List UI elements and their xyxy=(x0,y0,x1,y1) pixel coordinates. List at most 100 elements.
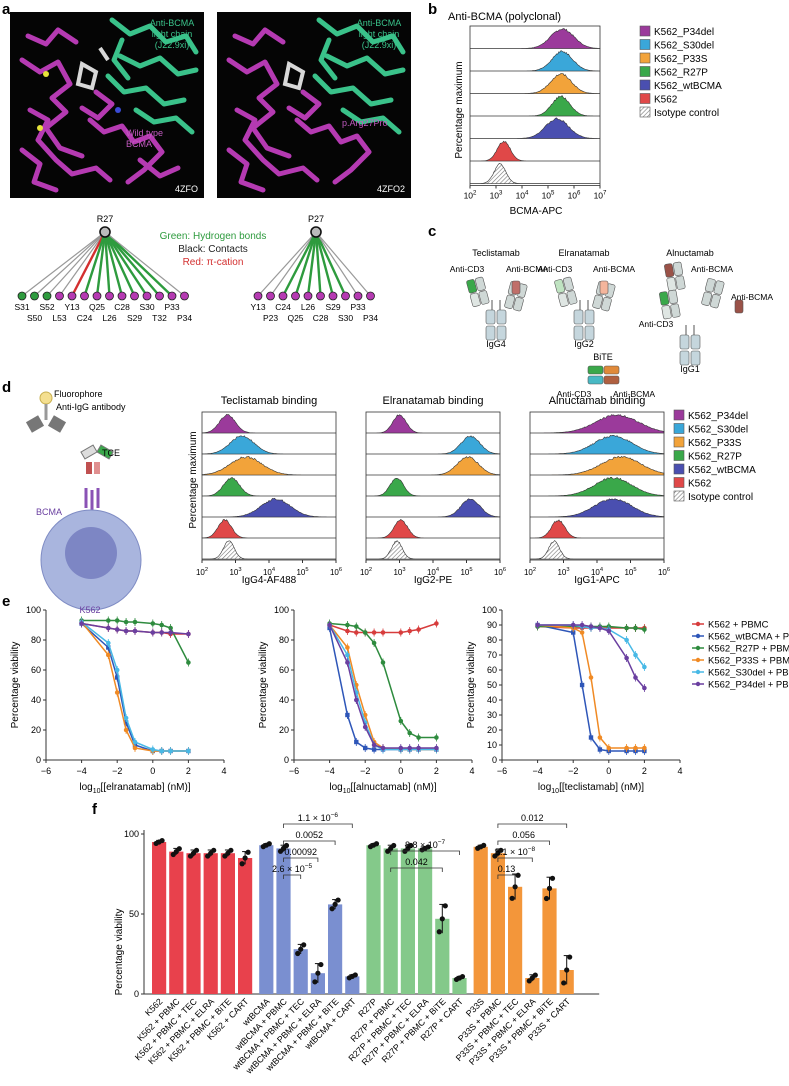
tce-binding-histograms: Teclistamab binding 102 103 104 105 106 IgG4-A… xyxy=(196,395,670,586)
data-point xyxy=(123,720,129,725)
x-tick-label: 105 xyxy=(624,567,636,577)
edge-Y13 xyxy=(257,231,317,297)
x-tick-label: −2 xyxy=(568,766,578,776)
panel-f-label: f xyxy=(92,801,98,818)
x-tick-label: 104 xyxy=(516,190,529,201)
legend-item: K562_P33S + PBMC xyxy=(708,656,789,667)
x-tick-label: 104 xyxy=(427,567,440,577)
domain xyxy=(504,294,516,309)
panel-d-ylabel: Percentage maximum xyxy=(188,431,199,528)
data-point xyxy=(642,745,647,751)
x-tick-label: 0 xyxy=(150,766,155,776)
edge-Q25 xyxy=(294,231,318,297)
residue-L26: L26 xyxy=(301,302,315,312)
bar-wtBCMA xyxy=(259,845,274,994)
pvalue-bracket-10-label: 0.13 xyxy=(498,864,516,874)
panel-d-legend: K562_P34del K562_S30del K562_P33S K562_R27P… xyxy=(673,409,756,503)
structure-left-chain-1: Anti-BCMA xyxy=(150,18,195,28)
histogram-K562_S30del xyxy=(201,435,336,455)
x-tick-label: −6 xyxy=(289,766,299,776)
y-axis-label: Percentage viability xyxy=(10,642,21,729)
data-point xyxy=(159,622,164,628)
dose-response-plot: 0 10 20 30 40 50 60 70 80 90 100 −6 −4 −2 0 2 4 log10[[te… xyxy=(466,605,683,795)
edge-S30 xyxy=(314,231,347,297)
histogram-K562_P34del xyxy=(201,414,336,434)
histogram-K562_R27P xyxy=(470,95,600,117)
curve-K562_P33S + PBMC xyxy=(81,621,189,752)
pvalue-bracket-9 xyxy=(497,857,533,862)
bar-K562 + CART xyxy=(238,858,253,994)
x-tick-label: −2 xyxy=(360,766,370,776)
data-point xyxy=(186,748,191,754)
data-point xyxy=(345,628,350,634)
data-point xyxy=(123,727,129,733)
structure-right-pdb: 4ZFO2 xyxy=(377,184,405,194)
data-point xyxy=(123,619,129,625)
data-point xyxy=(642,627,647,632)
structure-left-pdb: 4ZFO xyxy=(175,184,198,194)
legend-swatch xyxy=(639,52,651,64)
domain xyxy=(512,296,524,312)
data-point xyxy=(633,652,638,658)
domain xyxy=(474,276,486,292)
curve-K562_P34del + PBMC xyxy=(328,624,437,749)
y-tick-label: 60 xyxy=(487,665,497,675)
panel-d-label: d xyxy=(2,379,11,396)
bar-P33S + PBMC + BiTE xyxy=(542,888,557,994)
anti-igg-arm xyxy=(25,415,45,433)
pvalue-bracket-2 xyxy=(283,840,336,845)
legend-swatch xyxy=(673,450,685,461)
subpanel-title: Elranatamab binding xyxy=(383,395,484,407)
histogram-K562_P33S xyxy=(201,455,336,476)
data-point xyxy=(624,745,629,751)
legend-pi-cation: Red: π-cation xyxy=(183,257,244,268)
data-point xyxy=(579,682,585,688)
data-point xyxy=(106,625,111,631)
edge-P33 xyxy=(315,231,359,297)
replicate-point xyxy=(239,861,245,867)
pvalue-bracket-1-label: 1.1 × 10−6 xyxy=(298,812,339,823)
data-point xyxy=(186,660,191,665)
residue-T32: T32 xyxy=(152,313,167,323)
x-tick-label: 106 xyxy=(658,567,670,577)
data-point xyxy=(345,660,350,665)
residue-node xyxy=(328,291,338,301)
legend-item: K562_S30del xyxy=(688,425,748,436)
domain xyxy=(667,289,679,304)
bar-R27P + PBMC xyxy=(383,848,398,994)
data-point xyxy=(327,622,332,628)
legend-item: K562_R27P + PBMC xyxy=(708,644,789,655)
schematic-tce: TCE xyxy=(102,448,120,458)
anti-igg-arm xyxy=(47,415,67,433)
replicate-point xyxy=(546,885,553,892)
data-point xyxy=(371,640,377,646)
legend-item: K562_wtBCMA xyxy=(688,465,756,476)
residue-node xyxy=(142,291,152,301)
bar-wtBCMA + PBMC + TEC xyxy=(293,949,308,994)
replicate-point xyxy=(301,942,307,948)
alnu-fc xyxy=(679,325,701,366)
tce-binding-schematic xyxy=(25,391,142,611)
legend-item: K562 xyxy=(688,479,712,490)
data-point xyxy=(150,621,156,626)
y-tick-label: 60 xyxy=(31,665,41,675)
data-point xyxy=(371,630,377,635)
interaction-network-left: R27S31S50S52L53Y13C24Q25L26C28S29S30T32P… xyxy=(14,214,192,323)
data-point xyxy=(434,621,439,626)
bar-R27P xyxy=(366,845,381,994)
legend-item: K562_P34del + PBMC xyxy=(708,680,789,691)
y-tick-label: 20 xyxy=(31,725,41,735)
data-point xyxy=(588,675,594,680)
histogram-Isotype control xyxy=(470,163,600,184)
panel-f-ylabel: Percentage viability xyxy=(114,909,125,996)
y-tick-label: 0 xyxy=(36,755,41,765)
histogram-K562 xyxy=(530,519,664,539)
fc-domain xyxy=(485,309,496,325)
legend-item: Isotype control xyxy=(654,108,719,119)
data-point xyxy=(106,645,111,650)
domain xyxy=(600,296,612,312)
pvalue-bracket-7 xyxy=(497,823,568,828)
tec-fc xyxy=(485,300,507,341)
replicate-point xyxy=(439,916,445,922)
